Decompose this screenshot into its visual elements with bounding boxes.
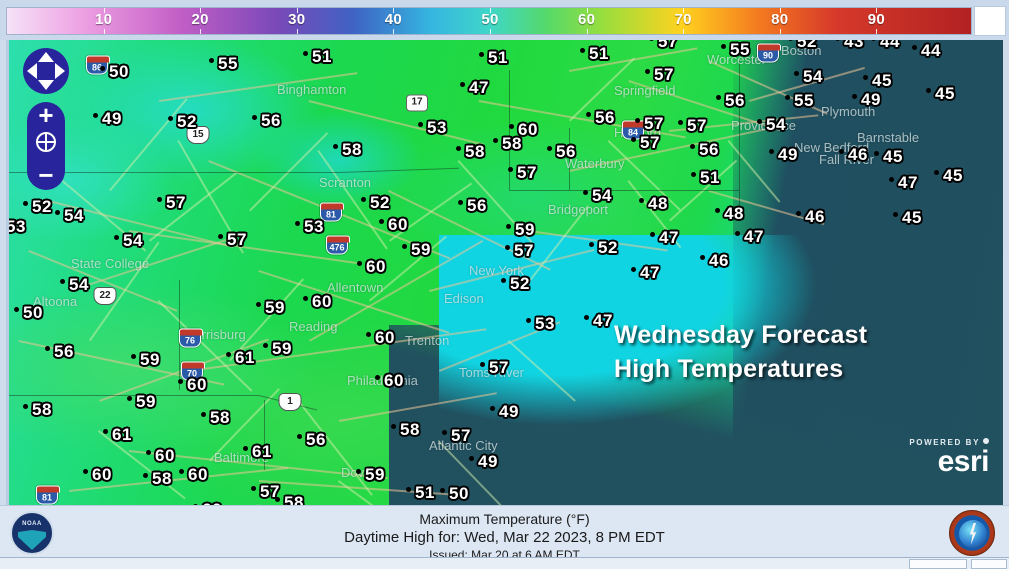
legend-tick-90: [876, 8, 878, 13]
state-border: [179, 280, 180, 390]
esri-dot-icon: [983, 438, 989, 444]
browser-bottom-strip: [0, 557, 1009, 569]
nws-logo-icon: [949, 510, 995, 556]
legend-tick-40: [393, 29, 395, 34]
legend-label-20: 20: [191, 11, 209, 28]
status-field-right[interactable]: [971, 559, 1007, 569]
esri-powered-by-text: POWERED BY: [909, 438, 980, 447]
legend-label-50: 50: [481, 11, 499, 28]
legend-tick-10: [103, 29, 105, 34]
esri-attribution: POWERED BY esri: [909, 438, 989, 477]
pan-control-pad[interactable]: [23, 48, 69, 94]
legend-tick-30: [296, 29, 298, 34]
legend-label-40: 40: [384, 11, 403, 28]
legend-tick-60: [586, 29, 588, 34]
legend-label-30: 30: [288, 11, 306, 28]
legend-tick-70: [683, 29, 685, 34]
legend-label-70: 70: [674, 11, 692, 28]
state-border: [739, 60, 740, 210]
legend-tick-10: [103, 8, 105, 13]
forecast-title-line2: High Temperatures: [614, 355, 844, 383]
legend-label-90: 90: [867, 11, 886, 28]
legend-tick-20: [200, 29, 202, 34]
legend-tick-30: [296, 8, 298, 13]
esri-brand-wordmark: esri: [937, 445, 990, 478]
caption-title: Maximum Temperature (°F): [419, 511, 590, 527]
state-border: [264, 400, 265, 470]
noaa-logo-text: NOAA: [22, 521, 42, 527]
forecast-title-line1: Wednesday Forecast: [614, 321, 868, 349]
nws-logo-circle: [949, 510, 995, 556]
temperature-legend: 10 20 30 40 50 60 70 80 90: [0, 0, 1009, 40]
noaa-logo-circle: NOAA: [10, 511, 54, 555]
legend-tick-70: [683, 8, 685, 13]
legend-gradient: [7, 8, 971, 34]
pan-up-icon[interactable]: [38, 52, 54, 62]
nws-lightning-bolt-icon: [969, 523, 977, 545]
state-border: [9, 172, 339, 173]
zoom-out-button[interactable]: −: [38, 160, 54, 190]
forecast-title-overlay: Wednesday Forecast High Temperatures: [614, 318, 867, 386]
status-field-left[interactable]: [909, 559, 967, 569]
legend-label-80: 80: [771, 11, 789, 28]
globe-home-icon[interactable]: [36, 132, 56, 152]
state-border: [9, 395, 259, 396]
pan-right-icon[interactable]: [55, 63, 65, 79]
state-border: [569, 128, 570, 190]
caption-subtitle: Daytime High for: Wed, Mar 22 2023, 8 PM…: [344, 529, 665, 546]
noaa-logo-icon: NOAA: [10, 511, 54, 555]
zoom-in-button[interactable]: +: [38, 100, 54, 130]
legend-label-10: 10: [94, 11, 113, 28]
state-border: [509, 190, 739, 191]
legend-tick-80: [779, 8, 781, 13]
esri-powered-by-label: POWERED BY: [909, 438, 989, 447]
map-canvas[interactable]: Binghamton Scranton State College Altoona Ha…: [6, 40, 1003, 505]
pan-left-icon[interactable]: [27, 63, 37, 79]
legend-tick-20: [200, 8, 202, 13]
legend-label-60: 60: [577, 11, 596, 28]
zoom-control-stack[interactable]: + −: [27, 102, 65, 190]
legend-tick-60: [586, 8, 588, 13]
legend-tick-90: [876, 29, 878, 34]
legend-tick-50: [490, 29, 491, 34]
legend-tick-40: [393, 8, 395, 13]
map-caption-bar: Maximum Temperature (°F) Daytime High fo…: [0, 505, 1009, 562]
legend-end-cap: [974, 6, 1006, 36]
legend-color-bar: 10 20 30 40 50 60 70 80 90: [6, 7, 972, 35]
noaa-seagull-shape: [18, 530, 46, 550]
legend-tick-80: [779, 29, 781, 34]
pan-down-icon[interactable]: [38, 80, 54, 90]
ocean-shelf-water: [439, 235, 919, 505]
state-border: [509, 70, 510, 190]
legend-tick-50: [490, 8, 491, 13]
map-navigation-controls[interactable]: + −: [23, 48, 69, 190]
